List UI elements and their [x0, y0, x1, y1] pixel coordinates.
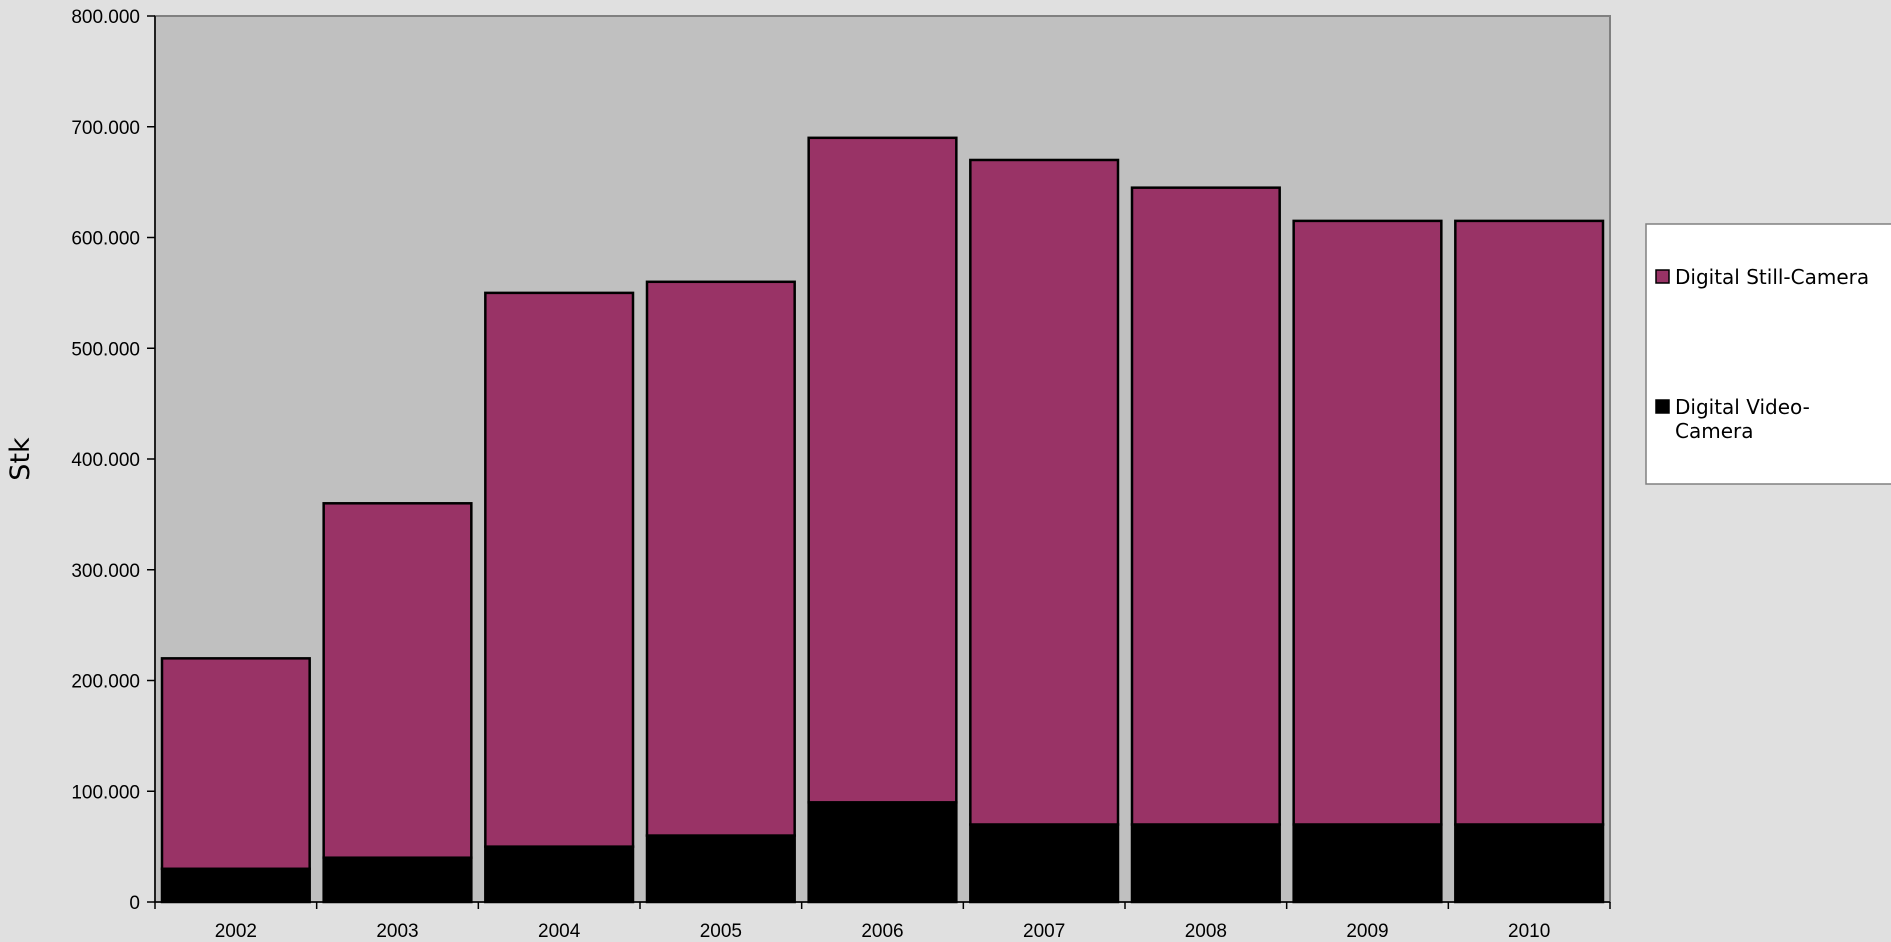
legend: Digital Still-Camera Digital Video-Camera [1645, 223, 1891, 485]
bar-still-camera-2007 [969, 158, 1120, 826]
bar-video-camera-2005 [645, 834, 796, 904]
bar-still-camera-2002 [160, 657, 311, 871]
legend-swatch [1655, 399, 1670, 414]
bar-still-camera-2008 [1130, 186, 1281, 826]
bar-video-camera-2007 [969, 823, 1120, 904]
x-tick-label: 2010 [1508, 921, 1550, 942]
bar-video-camera-2004 [484, 845, 635, 904]
bar-video-camera-2008 [1130, 823, 1281, 904]
bar-video-camera-2010 [1454, 823, 1605, 904]
y-tick-label: 200.000 [71, 672, 140, 693]
legend-label: Digital Still-Camera [1675, 265, 1869, 289]
x-tick-label: 2003 [376, 921, 418, 942]
bar-video-camera-2009 [1292, 823, 1443, 904]
bar-still-camera-2010 [1454, 219, 1605, 826]
x-tick-label: 2002 [215, 921, 257, 942]
x-tick-label: 2009 [1346, 921, 1388, 942]
y-tick-label: 400.000 [71, 450, 140, 471]
bar-still-camera-2009 [1292, 219, 1443, 826]
bar-still-camera-2003 [322, 502, 473, 859]
y-tick-label: 700.000 [71, 118, 140, 139]
bar-still-camera-2006 [807, 136, 958, 804]
legend-swatch [1655, 269, 1670, 284]
y-tick-label: 600.000 [71, 229, 140, 250]
bar-still-camera-2005 [645, 280, 796, 837]
x-tick-label: 2004 [538, 921, 581, 942]
y-axis: 0 100.000 200.000 300.000 400.000 500.000 600.… [71, 7, 156, 914]
x-tick-label: 2005 [700, 921, 742, 942]
y-tick-label: 100.000 [71, 782, 140, 803]
legend-label: Digital Video- [1675, 395, 1810, 419]
bar-video-camera-2003 [322, 856, 473, 904]
bar-video-camera-2002 [160, 867, 311, 904]
y-axis-title: Stk [5, 437, 36, 481]
legend-label: Camera [1675, 419, 1754, 443]
y-tick-label: 800.000 [71, 7, 140, 28]
legend-box [1645, 223, 1891, 485]
y-tick-label: 300.000 [71, 561, 140, 582]
x-axis: 2002 2003 2004 2005 2006 2007 2008 2009 2010 [154, 901, 1611, 942]
bar-video-camera-2006 [807, 801, 958, 904]
x-tick-label: 2007 [1023, 921, 1065, 942]
y-tick-label: 0 [129, 893, 140, 914]
bars-layer [160, 136, 1605, 904]
x-tick-label: 2008 [1185, 921, 1227, 942]
y-tick-label: 500.000 [71, 339, 140, 360]
bar-still-camera-2004 [484, 291, 635, 848]
x-tick-label: 2006 [861, 921, 903, 942]
